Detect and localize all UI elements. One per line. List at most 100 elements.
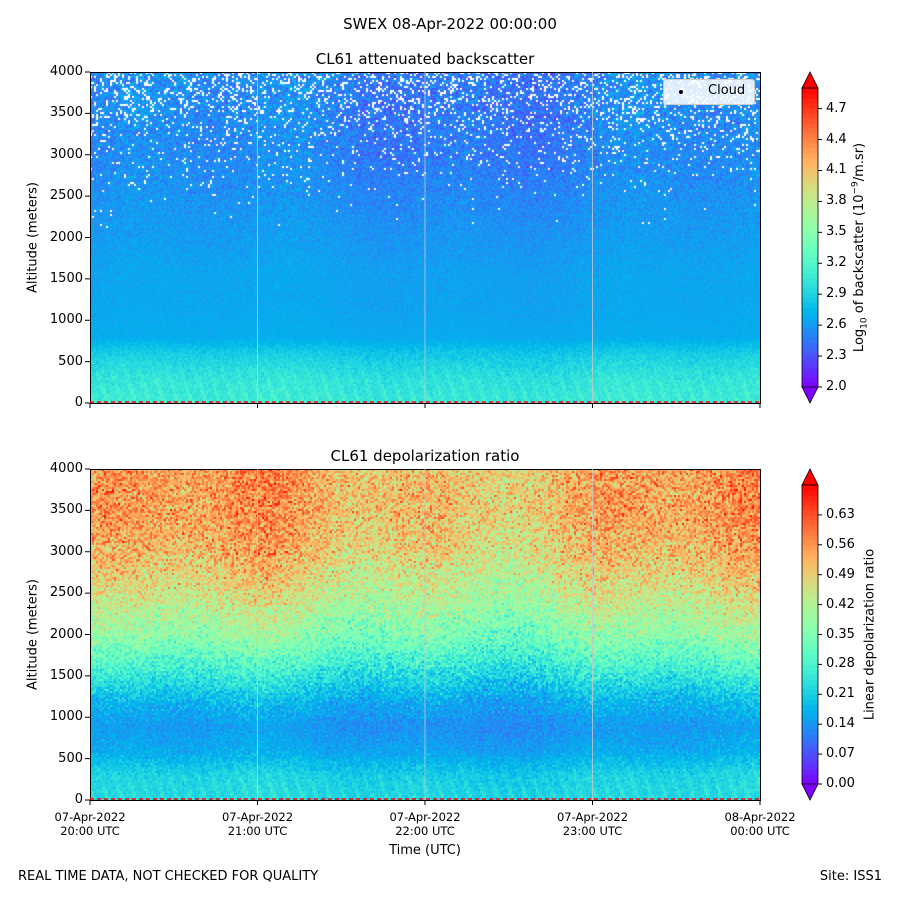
- colorbar-segment: [802, 584, 818, 591]
- colorbar-segment: [802, 619, 818, 626]
- y-tick-label: 1500: [49, 667, 83, 683]
- colorbar-tick-label: 4.7: [826, 100, 847, 116]
- colorbar-segment: [802, 709, 818, 715]
- colorbar-segment: [802, 574, 818, 581]
- colorbar-segment: [802, 564, 818, 571]
- colorbar-segment: [802, 769, 818, 775]
- y-tick-label: 3500: [49, 502, 83, 518]
- y-tick-label: 0: [74, 792, 83, 807]
- colorbar-segment: [802, 297, 818, 303]
- colorbar-segment: [802, 182, 818, 189]
- colorbar-segment: [802, 167, 818, 174]
- colorbar-segment: [802, 272, 818, 278]
- colorbar-tick-label: 0.63: [826, 506, 855, 522]
- colorbar-segment: [802, 342, 818, 348]
- colorbar-segment: [802, 754, 818, 760]
- colorbar-segment: [802, 679, 818, 685]
- colorbar-segment: [802, 212, 818, 219]
- colorbar-segment: [802, 764, 818, 770]
- colorbar-segment: [802, 107, 818, 114]
- colorbar-segment: [802, 247, 818, 254]
- y-tick-label: 4000: [49, 461, 83, 476]
- x-tick-label-line: 07-Apr-2022: [556, 810, 629, 824]
- site-label: Site: ISS1: [819, 869, 882, 884]
- colorbar-segment: [802, 172, 818, 179]
- colorbar-segment: [802, 127, 818, 134]
- colorbar-segment: [802, 524, 818, 531]
- x-tick-label-line: 20:00 UTC: [60, 824, 120, 838]
- colorbar-tick-label: 2.3: [826, 348, 847, 364]
- colorbar-segment: [802, 377, 818, 383]
- colorbar-segment: [802, 514, 818, 521]
- colorbar-segment: [802, 719, 818, 725]
- colorbar-segment: [802, 277, 818, 283]
- x-tick-label-line: 07-Apr-2022: [54, 810, 126, 824]
- colorbar-segment: [802, 252, 818, 259]
- colorbar-segment: [802, 227, 818, 234]
- colorbar-segment: [802, 629, 818, 636]
- colorbar-segment: [802, 102, 818, 109]
- colorbar-tick-label: 4.4: [826, 131, 847, 147]
- colorbar-segment: [802, 654, 818, 661]
- colorbar-segment: [802, 674, 818, 680]
- colorbar-segment: [802, 142, 818, 149]
- colorbar-segment: [802, 569, 818, 576]
- x-tick-label-line: 08-Apr-2022: [724, 810, 796, 824]
- colorbar-segment: [802, 117, 818, 124]
- colorbar-tick-label: 3.2: [826, 255, 847, 271]
- y-tick-label: 3000: [49, 543, 83, 559]
- colorbar-segment: [802, 749, 818, 755]
- x-tick-label: 07-Apr-2022 20:00 UTC: [40, 810, 140, 838]
- colorbar-segment: [802, 699, 818, 705]
- colorbar-tick-label: 0.00: [826, 776, 855, 791]
- x-tick-label: 08-Apr-2022 00:00 UTC: [710, 810, 810, 838]
- y-tick-label: 2500: [49, 585, 83, 601]
- colorbar-segment: [802, 554, 818, 561]
- colorbar-segment: [802, 132, 818, 139]
- colorbar-segment: [802, 367, 818, 373]
- backscatter-title: CL61 attenuated backscatter: [315, 50, 535, 68]
- colorbar-segment: [802, 322, 818, 328]
- colorbar-extend-max-icon: [801, 468, 819, 486]
- colorbar-segment: [802, 644, 818, 651]
- colorbar-segment: [802, 237, 818, 244]
- colorbar-segment: [802, 242, 818, 249]
- x-tick-label-line: 07-Apr-2022: [389, 810, 461, 824]
- colorbar-segment: [802, 684, 818, 690]
- depolarization-title: CL61 depolarization ratio: [330, 447, 520, 465]
- colorbar-tick-label: 0.35: [826, 626, 855, 642]
- colorbar-segment: [802, 734, 818, 740]
- colorbar-segment: [802, 287, 818, 293]
- colorbar-segment: [802, 207, 818, 214]
- colorbar-segment: [802, 639, 818, 646]
- colorbar-segment: [802, 534, 818, 541]
- colorbar-segment: [802, 97, 818, 104]
- colorbar-tick-label: 2.0: [826, 379, 847, 394]
- colorbar-segment: [802, 357, 818, 363]
- x-tick-label-line: 21:00 UTC: [227, 824, 288, 838]
- colorbar-segment: [802, 579, 818, 586]
- colorbar-segment: [802, 704, 818, 710]
- colorbar-tick-label: 0.49: [826, 566, 855, 582]
- colorbar-segment: [802, 217, 818, 224]
- colorbar-tick-label: 4.1: [826, 162, 847, 178]
- colorbar-segment: [802, 262, 818, 268]
- colorbar-segment: [802, 649, 818, 656]
- colorbar-segment: [802, 489, 818, 496]
- colorbar-segment: [802, 669, 818, 675]
- colorbar-segment: [802, 112, 818, 119]
- colorbar-segment: [802, 337, 818, 343]
- colorbar-tick-label: 0.42: [826, 596, 855, 612]
- y-tick-label: 1000: [49, 312, 83, 328]
- colorbar-segment: [802, 202, 818, 209]
- colorbar-segment: [802, 177, 818, 184]
- colorbar-segment: [802, 759, 818, 765]
- colorbar-segment: [802, 347, 818, 353]
- colorbar-outline: [801, 87, 819, 387]
- colorbar-segment: [802, 88, 818, 94]
- colorbar-segment: [802, 162, 818, 169]
- colorbar-extend-min-icon: [801, 386, 819, 404]
- y-tick-label: 2500: [49, 188, 83, 204]
- colorbar-segment: [802, 634, 818, 641]
